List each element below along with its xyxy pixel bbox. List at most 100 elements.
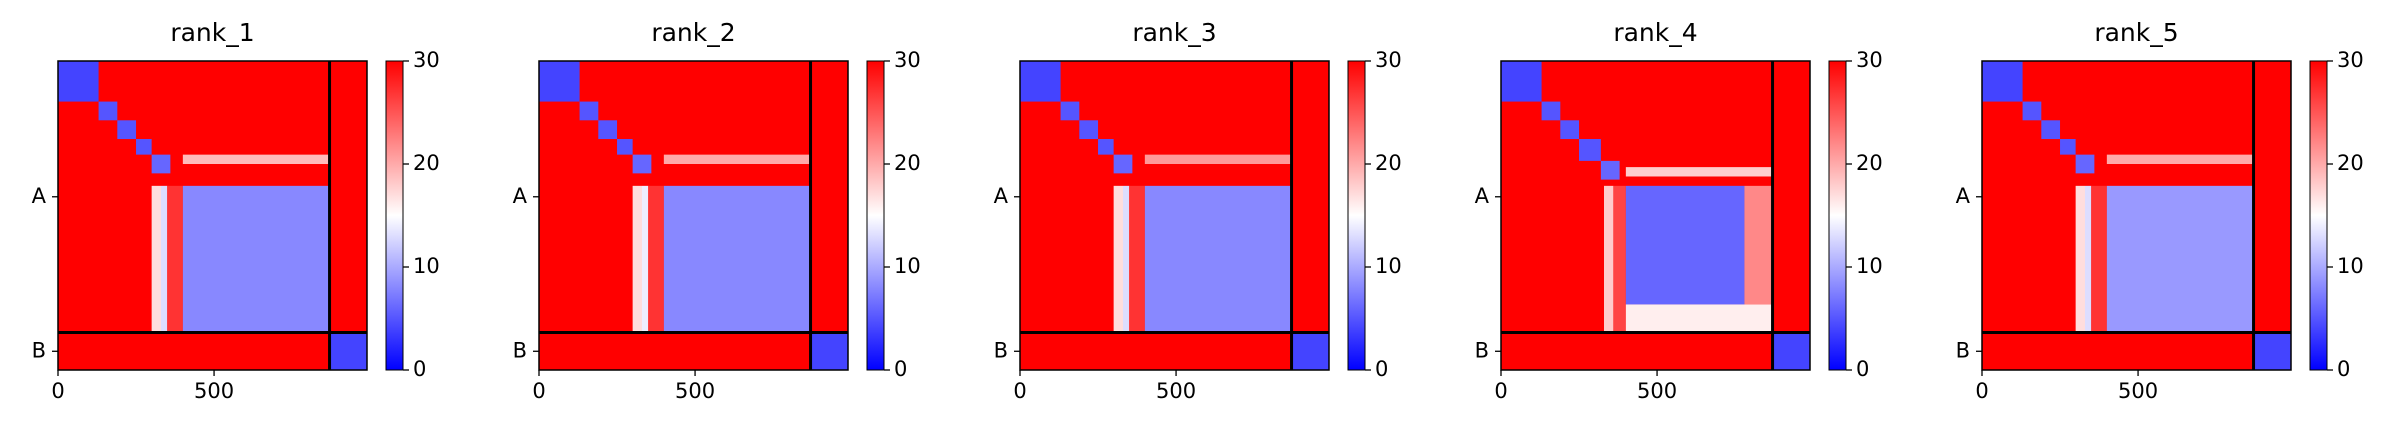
colorbar-tick-label: 30 xyxy=(1375,48,1402,72)
heatmap-cell xyxy=(1541,101,1561,121)
colorbar-tick-label: 10 xyxy=(894,254,921,278)
x-tick-label: 0 xyxy=(1975,379,1988,403)
x-tick-label: 0 xyxy=(532,379,545,403)
heatmap-cell xyxy=(58,61,99,102)
plot-frame xyxy=(1019,60,1330,371)
heatmap-cell xyxy=(1560,120,1580,140)
heatmap-cell xyxy=(182,154,330,164)
heatmap-cell xyxy=(1604,185,1614,333)
colorbar-tick-label: 30 xyxy=(413,48,440,72)
heatmap-cell xyxy=(539,61,580,102)
panel-title: rank_3 xyxy=(1132,18,1216,47)
colorbar xyxy=(385,60,404,371)
x-tick-label: 500 xyxy=(2118,379,2158,403)
colorbar-tick-label: 0 xyxy=(1375,357,1388,381)
colorbar xyxy=(2309,60,2328,371)
y-tick-label: A xyxy=(513,184,528,208)
panel-title: rank_5 xyxy=(2094,18,2178,47)
y-tick-label: B xyxy=(994,338,1008,362)
heatmap-cell xyxy=(2106,185,2254,333)
heatmap-cell xyxy=(598,120,618,140)
colorbar-tick-label: 10 xyxy=(413,254,440,278)
x-tick-label: 500 xyxy=(1156,379,1196,403)
heatmap-cell xyxy=(1060,101,1080,121)
heatmap-cell xyxy=(642,185,649,333)
colorbar-tick-label: 10 xyxy=(1375,254,1402,278)
heatmap-cell xyxy=(1113,154,1133,174)
heatmap-cell xyxy=(136,139,152,155)
heatmap-cell xyxy=(161,185,168,333)
plot-frame xyxy=(1981,60,2292,371)
x-tick-label: 500 xyxy=(675,379,715,403)
x-tick-label: 0 xyxy=(51,379,64,403)
heatmap-cell xyxy=(182,185,330,333)
heatmap-cell xyxy=(151,185,161,333)
heatmap-cell xyxy=(1772,332,1810,370)
heatmap-cell xyxy=(2041,120,2061,140)
heatmap-cell xyxy=(2091,185,2107,333)
heatmap-cell xyxy=(1020,61,1061,102)
heatmap-cell xyxy=(617,139,633,155)
heatmap-cell xyxy=(1982,61,2023,102)
heatmap-cell xyxy=(1129,185,1145,333)
plot-frame xyxy=(1500,60,1811,371)
heatmap-cell xyxy=(151,154,171,174)
colorbar xyxy=(866,60,885,371)
heatmap-cell xyxy=(1625,185,1745,305)
y-tick-label: B xyxy=(32,338,46,362)
heatmap-cell xyxy=(1098,139,1114,155)
colorbar-tick-label: 0 xyxy=(894,357,907,381)
heatmap-cell xyxy=(167,185,183,333)
heatmap-cell xyxy=(117,120,137,140)
heatmap-cell xyxy=(1744,185,1773,305)
heatmap-cell xyxy=(579,101,599,121)
heatmap-cell xyxy=(632,185,642,333)
panel-title: rank_2 xyxy=(651,18,735,47)
heatmap-cell xyxy=(2075,185,2085,333)
heatmap-cell xyxy=(2022,101,2042,121)
heatmap-cell xyxy=(1123,185,1130,333)
heatmap-cell xyxy=(329,332,367,370)
colorbar-tick-label: 20 xyxy=(1375,151,1402,175)
colorbar-tick-label: 0 xyxy=(2337,357,2350,381)
heatmap-cell xyxy=(2085,185,2092,333)
y-tick-label: B xyxy=(1956,338,1970,362)
colorbar-tick-label: 30 xyxy=(894,48,921,72)
colorbar xyxy=(1347,60,1366,371)
heatmap-cell xyxy=(1613,185,1626,333)
colorbar-tick-label: 10 xyxy=(2337,254,2364,278)
heatmap-cell xyxy=(632,154,652,174)
colorbar-tick-label: 30 xyxy=(2337,48,2364,72)
heatmap-cell xyxy=(2106,154,2254,164)
heatmap-cell xyxy=(648,185,664,333)
colorbar-tick-label: 10 xyxy=(1856,254,1883,278)
y-tick-label: B xyxy=(1475,338,1489,362)
colorbar xyxy=(1828,60,1847,371)
panel-title: rank_1 xyxy=(170,18,254,47)
y-tick-label: A xyxy=(1956,184,1971,208)
colorbar-tick-label: 20 xyxy=(413,151,440,175)
colorbar-tick-label: 20 xyxy=(1856,151,1883,175)
colorbar-tick-label: 0 xyxy=(1856,357,1869,381)
colorbar-tick-label: 30 xyxy=(1856,48,1883,72)
x-tick-label: 0 xyxy=(1494,379,1507,403)
heatmap-cell xyxy=(2075,154,2095,174)
colorbar-tick-label: 20 xyxy=(2337,151,2364,175)
x-tick-label: 0 xyxy=(1013,379,1026,403)
heatmap-cell xyxy=(810,332,848,370)
plot-frame xyxy=(538,60,849,371)
heatmap-cell xyxy=(2253,332,2291,370)
heatmap-cell xyxy=(98,101,118,121)
heatmap-cell xyxy=(1079,120,1099,140)
heatmap-cell xyxy=(1579,139,1601,161)
plot-frame xyxy=(57,60,368,371)
heatmap-cell xyxy=(1291,332,1329,370)
y-tick-label: B xyxy=(513,338,527,362)
heatmap-cell xyxy=(1501,61,1542,102)
heatmap-cell xyxy=(663,154,811,164)
panel-title: rank_4 xyxy=(1613,18,1697,47)
heatmap-cell xyxy=(1144,185,1292,333)
heatmap-cell xyxy=(1144,154,1292,164)
heatmap-cell xyxy=(1625,167,1773,177)
x-tick-label: 500 xyxy=(1637,379,1677,403)
